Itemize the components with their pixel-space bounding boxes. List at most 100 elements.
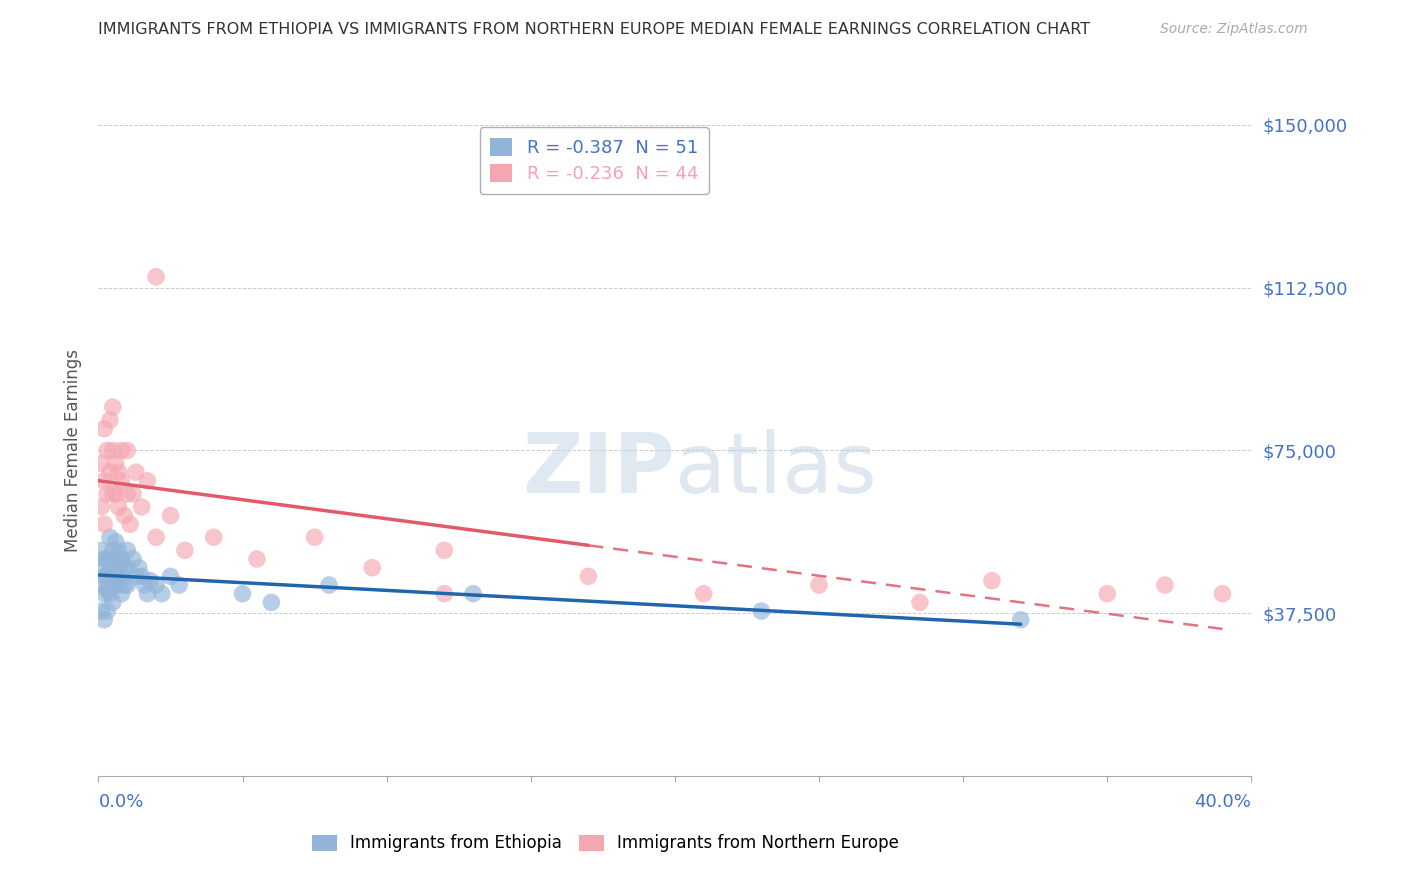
Point	[1097, 587, 1119, 601]
Point	[90, 500, 112, 514]
Point	[202, 530, 225, 544]
Point	[98, 465, 121, 479]
Text: atlas: atlas	[675, 429, 876, 510]
Point	[159, 569, 181, 583]
Point	[107, 465, 129, 479]
Point	[260, 595, 283, 609]
Text: 0.0%: 0.0%	[98, 793, 143, 811]
Point	[107, 578, 129, 592]
Point	[125, 569, 148, 583]
Point	[104, 569, 127, 583]
Point	[433, 543, 456, 558]
Point	[461, 587, 484, 601]
Point	[101, 443, 124, 458]
Point	[117, 487, 139, 501]
Point	[101, 543, 124, 558]
Point	[96, 604, 118, 618]
Point	[101, 578, 124, 592]
Point	[246, 552, 269, 566]
Point	[93, 613, 115, 627]
Point	[98, 413, 121, 427]
Point	[107, 500, 129, 514]
Text: IMMIGRANTS FROM ETHIOPIA VS IMMIGRANTS FROM NORTHERN EUROPE MEDIAN FEMALE EARNIN: IMMIGRANTS FROM ETHIOPIA VS IMMIGRANTS F…	[98, 22, 1091, 37]
Point	[110, 587, 132, 601]
Point	[136, 587, 159, 601]
Y-axis label: Median Female Earnings: Median Female Earnings	[65, 349, 83, 552]
Point	[96, 552, 118, 566]
Text: 40.0%: 40.0%	[1195, 793, 1251, 811]
Point	[1010, 613, 1032, 627]
Point	[101, 595, 124, 609]
Point	[112, 560, 135, 574]
Point	[1153, 578, 1175, 592]
Point	[167, 578, 190, 592]
Point	[90, 578, 112, 592]
Point	[104, 552, 127, 566]
Point	[117, 560, 139, 574]
Point	[93, 474, 115, 488]
Point	[93, 587, 115, 601]
Point	[96, 443, 118, 458]
Point	[93, 517, 115, 532]
Point	[693, 587, 716, 601]
Point	[101, 560, 124, 574]
Point	[93, 552, 115, 566]
Point	[107, 560, 129, 574]
Point	[90, 543, 112, 558]
Point	[174, 543, 197, 558]
Point	[578, 569, 600, 583]
Text: Source: ZipAtlas.com: Source: ZipAtlas.com	[1160, 22, 1308, 37]
Point	[807, 578, 830, 592]
Point	[93, 422, 115, 436]
Point	[125, 465, 148, 479]
Point	[908, 595, 931, 609]
Point	[136, 474, 159, 488]
Point	[110, 443, 132, 458]
Point	[90, 604, 112, 618]
Point	[120, 517, 142, 532]
Point	[98, 565, 121, 579]
Point	[981, 574, 1004, 588]
Point	[134, 578, 156, 592]
Point	[110, 569, 132, 583]
Point	[122, 552, 145, 566]
Point	[112, 578, 135, 592]
Point	[104, 534, 127, 549]
Point	[231, 587, 254, 601]
Point	[139, 574, 162, 588]
Point	[104, 487, 127, 501]
Point	[318, 578, 340, 592]
Point	[96, 487, 118, 501]
Point	[101, 487, 124, 501]
Point	[98, 530, 121, 544]
Point	[117, 543, 139, 558]
Text: ZIP: ZIP	[523, 429, 675, 510]
Point	[128, 560, 150, 574]
Point	[361, 560, 384, 574]
Point	[96, 582, 118, 597]
Point	[101, 400, 124, 414]
Point	[1212, 587, 1234, 601]
Point	[112, 508, 135, 523]
Point	[751, 604, 773, 618]
Point	[93, 569, 115, 583]
Point	[122, 487, 145, 501]
Point	[433, 587, 456, 601]
Point	[150, 587, 173, 601]
Point	[117, 443, 139, 458]
Point	[145, 578, 167, 592]
Point	[110, 474, 132, 488]
Point	[117, 578, 139, 592]
Point	[104, 457, 127, 471]
Point	[131, 500, 153, 514]
Point	[304, 530, 326, 544]
Point	[145, 269, 167, 284]
Point	[145, 530, 167, 544]
Point	[159, 508, 181, 523]
Point	[98, 552, 121, 566]
Point	[90, 457, 112, 471]
Point	[107, 543, 129, 558]
Legend: R = -0.387  N = 51, R = -0.236  N = 44: R = -0.387 N = 51, R = -0.236 N = 44	[479, 128, 709, 194]
Point	[110, 552, 132, 566]
Point	[90, 560, 112, 574]
